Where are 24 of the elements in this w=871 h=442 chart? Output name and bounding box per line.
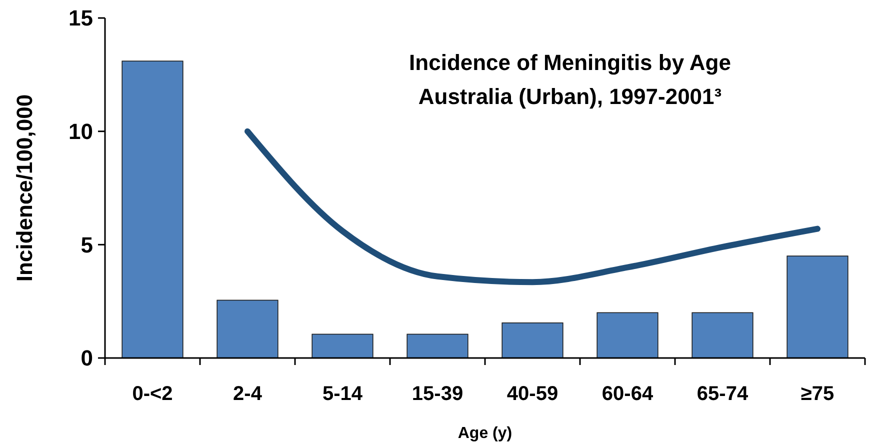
x-tick-label: 60-64: [602, 383, 654, 405]
bar: [312, 334, 374, 358]
bar: [406, 334, 468, 358]
text: Australia (Urban), 1997-2001³: [418, 84, 722, 109]
y-tick-label: 0: [80, 346, 93, 371]
x-axis-title: Age (y): [458, 425, 512, 442]
x-tick-label: 15-39: [412, 383, 464, 405]
x-tick-label: 2-4: [233, 383, 263, 405]
bar: [692, 312, 754, 358]
x-tick-label: 65-74: [696, 383, 749, 405]
x-tick-label: 5-14: [322, 383, 364, 405]
x-tick-label: ≥75: [800, 383, 834, 405]
bar: [122, 60, 184, 358]
bar: [502, 322, 564, 358]
y-tick-label: 10: [68, 119, 93, 144]
bar: [786, 256, 848, 358]
x-tick-label: 0-<2: [132, 383, 173, 405]
bar: [596, 312, 658, 358]
y-axis-title: Incidence/100,000: [12, 94, 37, 282]
x-tick-label: 40-59: [506, 383, 558, 405]
y-tick-label: 5: [80, 232, 93, 258]
bar: [216, 300, 278, 358]
text: Incidence of Meningitis by Age: [409, 50, 731, 75]
y-tick-label: 15: [68, 6, 93, 31]
